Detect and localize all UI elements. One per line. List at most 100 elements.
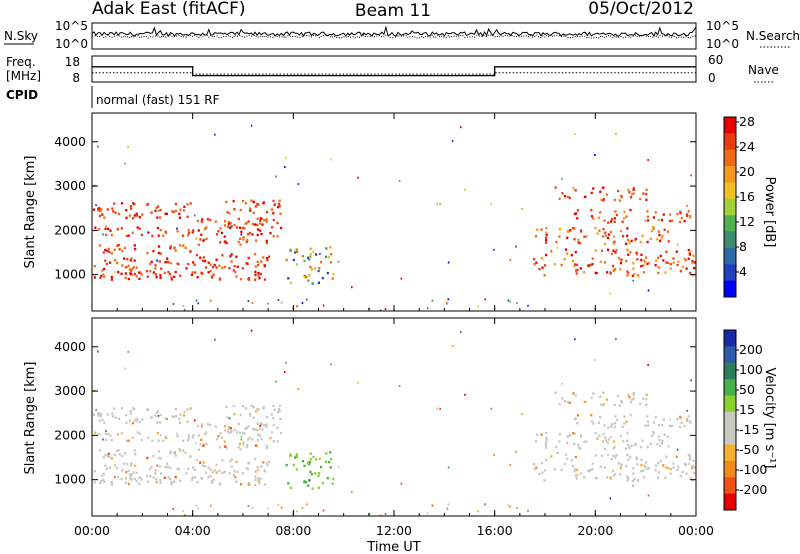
- nsearch-trace: [91, 34, 697, 39]
- echo-cell: [659, 239, 662, 243]
- echo-cell: [259, 434, 262, 437]
- echo-cell: [691, 464, 694, 468]
- echo-cell: [256, 228, 260, 231]
- echo-cell: [690, 379, 692, 382]
- echo-cell: [259, 272, 262, 276]
- echo-cell: [110, 480, 113, 484]
- echo-cell: [257, 408, 260, 411]
- echo-cell: [550, 455, 553, 458]
- echo-cell: [118, 248, 121, 251]
- echo-cell: [159, 457, 162, 460]
- nave-trace: [92, 72, 696, 75]
- echo-cell: [104, 259, 107, 262]
- echo-cell: [645, 461, 648, 464]
- echo-cell: [100, 274, 103, 278]
- echo-cell: [619, 473, 622, 476]
- echo-cell: [272, 218, 275, 222]
- echo-cell: [146, 408, 149, 411]
- echo-cell: [635, 458, 639, 461]
- echo-cell: [296, 455, 299, 459]
- echo-cell: [93, 481, 96, 484]
- echo-cell: [620, 401, 624, 404]
- echo-cell: [213, 469, 216, 472]
- echo-cell: [633, 238, 636, 242]
- echo-cell: [193, 214, 196, 217]
- echo-cell: [330, 158, 332, 161]
- echo-cell: [159, 228, 162, 232]
- echo-cell: [632, 472, 635, 475]
- colorbar-swatch: [724, 379, 736, 396]
- echo-cell: [573, 265, 576, 268]
- echo-cell: [149, 270, 152, 273]
- freq-unit-label: [MHz]: [6, 69, 41, 83]
- echo-cell: [576, 268, 579, 272]
- echo-cell: [553, 263, 556, 266]
- echo-cell: [117, 475, 120, 479]
- echo-cell: [147, 436, 150, 439]
- echo-cell: [585, 235, 588, 238]
- echo-cell: [325, 247, 328, 250]
- echo-cell: [544, 238, 548, 242]
- echo-cell: [591, 263, 594, 266]
- echo-cell: [677, 260, 680, 263]
- echo-cell: [255, 239, 258, 242]
- echo-cell: [259, 427, 262, 430]
- echo-cell: [191, 271, 194, 274]
- echo-cell: [207, 271, 210, 274]
- echo-cell: [446, 301, 448, 304]
- echo-cell: [668, 424, 672, 428]
- echo-cell: [98, 433, 101, 436]
- colorbar-tick-label: 100: [739, 362, 763, 377]
- echo-cell: [670, 219, 674, 222]
- echo-cell: [121, 264, 124, 267]
- echo-cell: [107, 452, 110, 456]
- echo-cell: [157, 450, 161, 453]
- echo-cell: [110, 252, 113, 255]
- echo-cell: [669, 262, 672, 266]
- echo-cell: [125, 421, 128, 424]
- echo-cell: [620, 463, 623, 466]
- y-tick-label: 3000: [54, 383, 86, 398]
- echo-cell: [242, 431, 245, 435]
- echo-cell: [254, 457, 257, 461]
- echo-cell: [628, 241, 631, 244]
- echo-cell: [285, 156, 287, 159]
- y-tick-label: 1000: [54, 472, 86, 487]
- echo-cell: [623, 415, 626, 418]
- echo-cell: [240, 230, 243, 234]
- echo-cell: [129, 259, 132, 262]
- echo-cell: [278, 409, 281, 413]
- echo-cell: [201, 423, 204, 426]
- echo-cell: [135, 471, 138, 474]
- echo-cell: [233, 428, 236, 432]
- colorbar-swatch: [724, 477, 736, 495]
- echo-cell: [215, 266, 218, 269]
- echo-cell: [116, 466, 119, 470]
- echo-cell: [613, 422, 616, 425]
- echo-cell: [248, 483, 251, 486]
- echo-cell: [287, 482, 290, 485]
- echo-cell: [135, 417, 138, 420]
- echo-cell: [159, 216, 162, 219]
- echo-cell: [247, 220, 250, 223]
- echo-cell: [314, 267, 317, 270]
- echo-cell: [612, 440, 615, 443]
- colorbar-tick-label: 4: [739, 264, 747, 279]
- echo-cell: [277, 410, 280, 414]
- echo-cell: [594, 271, 597, 275]
- echo-cell: [234, 475, 237, 479]
- echo-cell: [105, 467, 108, 471]
- echo-cell: [202, 444, 205, 447]
- echo-cell: [661, 439, 664, 442]
- echo-cell: [319, 465, 323, 469]
- velocity-panel: 00:00 04:00 08:00 12:00 16:00 20:00 00:0010002…: [23, 317, 714, 554]
- echo-cell: [195, 253, 199, 257]
- echo-cell: [228, 267, 231, 270]
- echo-cell: [640, 470, 643, 473]
- echo-cell: [574, 455, 577, 459]
- echo-cell: [545, 236, 548, 239]
- echo-cell: [689, 455, 692, 458]
- echo-cell: [687, 257, 690, 260]
